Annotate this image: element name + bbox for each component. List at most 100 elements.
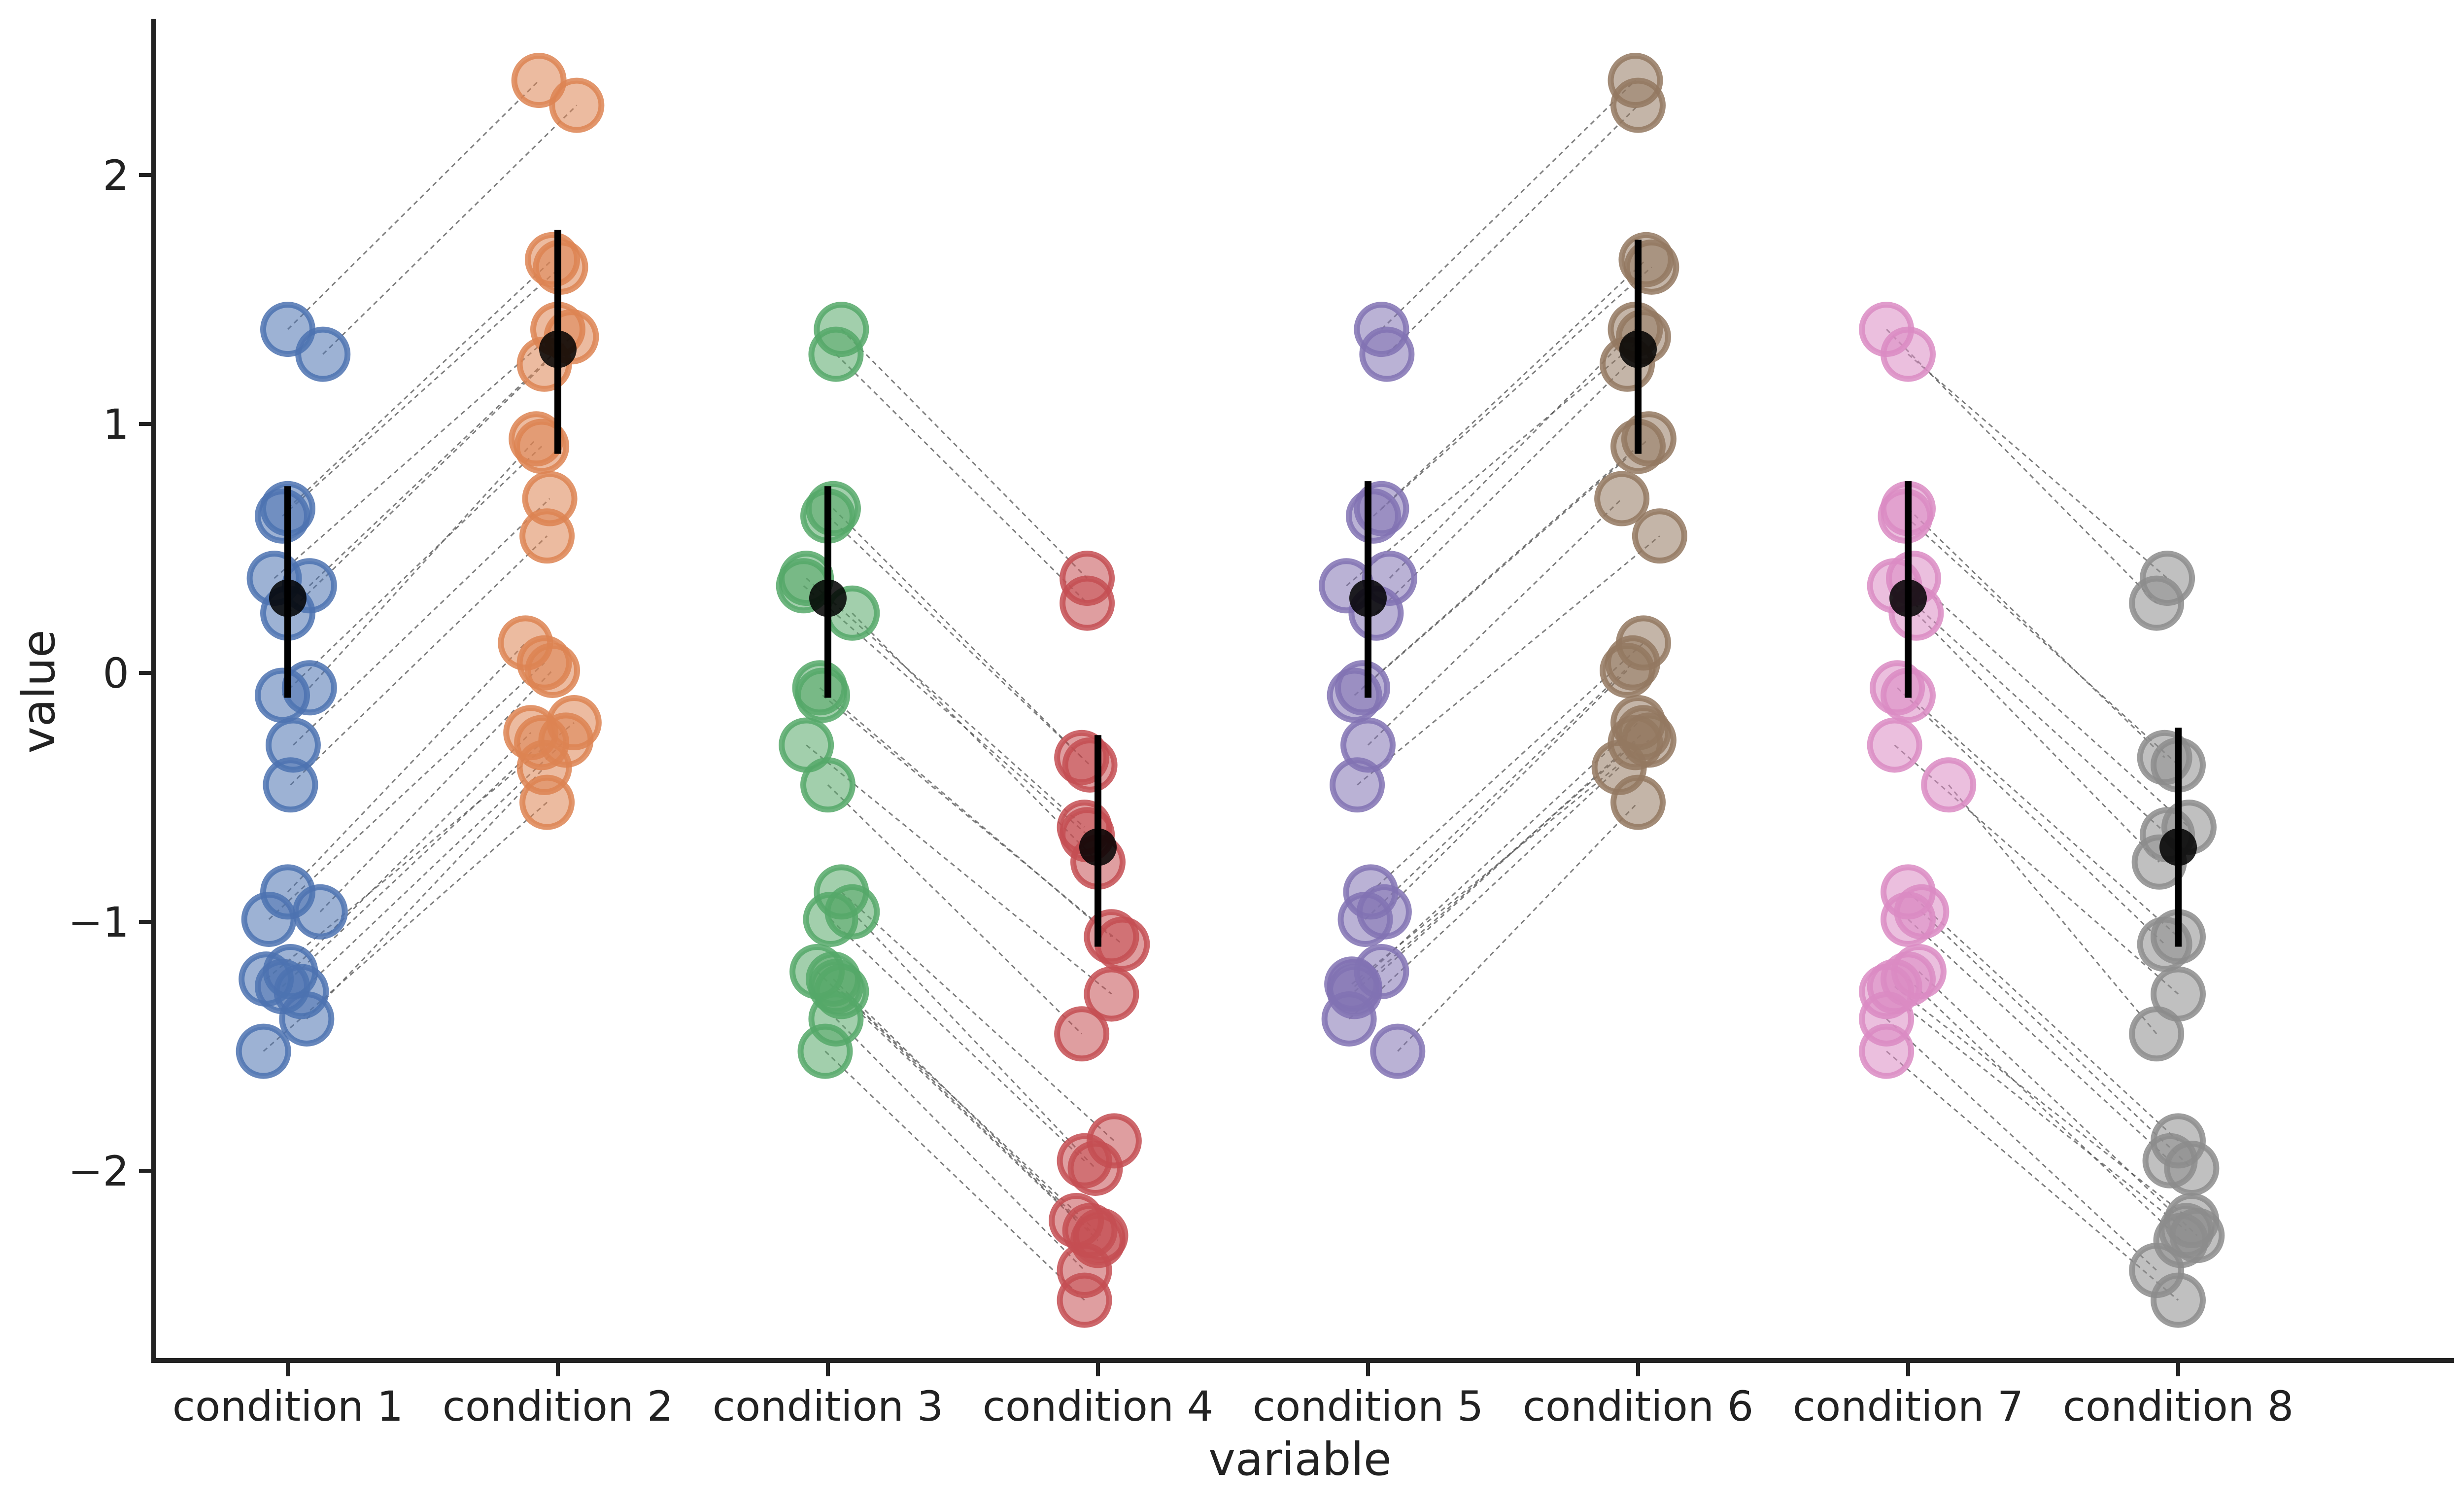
mean-marker	[269, 579, 307, 617]
pairing-line	[1383, 669, 1628, 912]
x-tick-label: condition 7	[1793, 1382, 2024, 1431]
data-point	[2140, 551, 2195, 606]
data-point	[1095, 916, 1150, 972]
data-point	[2164, 1140, 2220, 1196]
y-tick-label: 2	[103, 151, 129, 200]
pairing-line	[292, 498, 550, 746]
pairing-line	[282, 266, 561, 517]
pairing-line	[306, 767, 545, 1019]
pairing-line	[1886, 1018, 2157, 1271]
pairing-line	[274, 328, 558, 579]
pairing-line	[1375, 363, 1628, 614]
data-points	[236, 53, 2225, 1328]
data-point	[1356, 884, 1412, 940]
mean-marker	[1619, 330, 1657, 368]
data-point	[1060, 575, 1115, 631]
data-point	[241, 891, 297, 947]
pairing-line	[1916, 612, 2160, 863]
x-tick-label: condition 8	[2063, 1382, 2294, 1431]
pairing-line	[319, 669, 553, 912]
x-tick-label: condition 4	[983, 1382, 1214, 1431]
pairing-line	[1894, 986, 2192, 1222]
data-point	[1867, 717, 1922, 773]
pairing-line	[1908, 353, 2168, 579]
error-bars	[269, 230, 2197, 947]
data-point	[1054, 1006, 1110, 1062]
pairing-line	[282, 446, 543, 696]
data-point	[1600, 642, 1655, 698]
x-tick-label: condition 2	[443, 1382, 674, 1431]
data-point	[1330, 757, 1385, 813]
pairing-line	[268, 662, 545, 920]
pairing-line	[1362, 446, 1639, 689]
pairing-line	[290, 535, 548, 786]
data-point	[1632, 508, 1687, 564]
data-point	[295, 326, 351, 382]
pairing-line	[1346, 336, 1644, 587]
pairing-line	[1907, 979, 2182, 1241]
data-point	[255, 488, 310, 544]
pairing-line	[1908, 695, 2179, 938]
data-point	[1321, 991, 1377, 1047]
pairing-line	[1397, 802, 1639, 1052]
pairing-line	[1918, 971, 2198, 1236]
x-tick-label: condition 6	[1523, 1382, 1754, 1431]
pairing-line	[830, 918, 1085, 1161]
pairing-line	[1907, 508, 2165, 758]
data-point	[514, 419, 570, 474]
data-point	[511, 53, 567, 108]
pairing-line	[1381, 80, 1636, 330]
pairing-line	[1907, 891, 2179, 1142]
y-tick-label: −1	[68, 898, 129, 946]
pairing-line	[841, 329, 1088, 579]
pairing-line	[282, 742, 543, 987]
x-tick-label: condition 5	[1253, 1382, 1484, 1431]
pairing-line	[1372, 266, 1652, 517]
data-point	[795, 667, 851, 723]
x-ticks: condition 1 condition 2 condition 3 conditi…	[172, 1361, 2294, 1431]
mean-marker	[1079, 828, 1117, 866]
data-point	[263, 757, 318, 813]
pairing-line	[287, 642, 526, 893]
pairing-line	[1354, 742, 1636, 992]
data-point	[549, 77, 605, 133]
mean-marker	[539, 330, 577, 368]
pairing-line	[1886, 991, 2187, 1231]
axes	[151, 19, 2454, 1363]
data-point	[1084, 966, 1139, 1022]
pairing-line	[822, 695, 1123, 945]
pairing-line	[308, 438, 537, 689]
mean-marker	[2159, 828, 2197, 866]
y-axis-title: value	[12, 629, 65, 753]
pairing-line	[308, 336, 572, 587]
data-point	[1859, 1023, 1915, 1079]
data-point	[800, 757, 856, 813]
data-point	[2151, 1272, 2206, 1328]
data-point	[797, 1023, 853, 1079]
data-point	[1894, 884, 1950, 940]
x-axis-title: variable	[1208, 1433, 1391, 1486]
data-point	[1610, 77, 1666, 133]
pairing-line	[1886, 1050, 2179, 1301]
pairing-line	[841, 991, 1101, 1236]
data-point	[525, 642, 581, 698]
pairing-line	[835, 1018, 1085, 1271]
data-point	[1067, 1140, 1123, 1196]
pairing-line	[832, 979, 1091, 1231]
mean-marker	[1889, 579, 1927, 617]
pairing-line	[1386, 105, 1639, 355]
data-point	[1062, 737, 1118, 793]
data-point	[1610, 774, 1666, 830]
pairing-line	[827, 784, 1083, 1035]
data-point	[1057, 1272, 1112, 1328]
data-point	[1881, 326, 1936, 382]
data-point	[1335, 660, 1391, 716]
pairing-line	[1365, 662, 1634, 920]
pairing-line	[1367, 498, 1623, 746]
pairing-line	[1948, 784, 2157, 1035]
data-point	[519, 508, 575, 564]
pairing-line	[835, 353, 1088, 604]
y-ticks: 2 1 0 −1 −2	[68, 151, 154, 1195]
pairing-line	[852, 911, 1096, 1169]
